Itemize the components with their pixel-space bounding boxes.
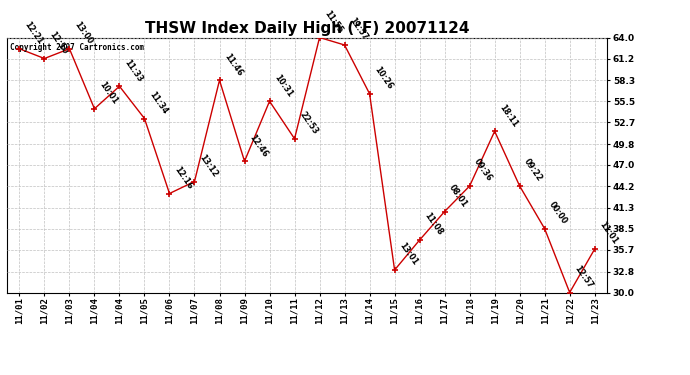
Title: THSW Index Daily High (°F) 20071124: THSW Index Daily High (°F) 20071124	[145, 21, 469, 36]
Text: 11:57: 11:57	[347, 16, 369, 42]
Text: 11:55: 11:55	[322, 9, 344, 35]
Text: 13:12: 13:12	[197, 153, 219, 179]
Text: 12:46: 12:46	[247, 132, 269, 159]
Text: 12:16: 12:16	[172, 165, 194, 191]
Text: 10:01: 10:01	[97, 80, 119, 106]
Text: 10:26: 10:26	[373, 65, 394, 91]
Text: 11:34: 11:34	[147, 90, 169, 116]
Text: 00:00: 00:00	[547, 200, 569, 226]
Text: 12:57: 12:57	[573, 264, 594, 290]
Text: 12:21: 12:21	[22, 20, 44, 46]
Text: 08:01: 08:01	[447, 183, 469, 209]
Text: 22:53: 22:53	[297, 110, 319, 136]
Text: 12:10: 12:10	[47, 30, 69, 56]
Text: 13:00: 13:00	[72, 20, 94, 46]
Text: 11:46: 11:46	[222, 52, 244, 78]
Text: 09:22: 09:22	[522, 157, 544, 183]
Text: 18:11: 18:11	[497, 102, 520, 129]
Text: 13:01: 13:01	[397, 242, 420, 267]
Text: 11:33: 11:33	[122, 58, 144, 84]
Text: 11:01: 11:01	[598, 220, 620, 246]
Text: Copyright 2007 Cartronics.com: Copyright 2007 Cartronics.com	[10, 43, 144, 52]
Text: 11:08: 11:08	[422, 211, 444, 237]
Text: 09:36: 09:36	[473, 158, 494, 183]
Text: 10:31: 10:31	[273, 73, 294, 99]
